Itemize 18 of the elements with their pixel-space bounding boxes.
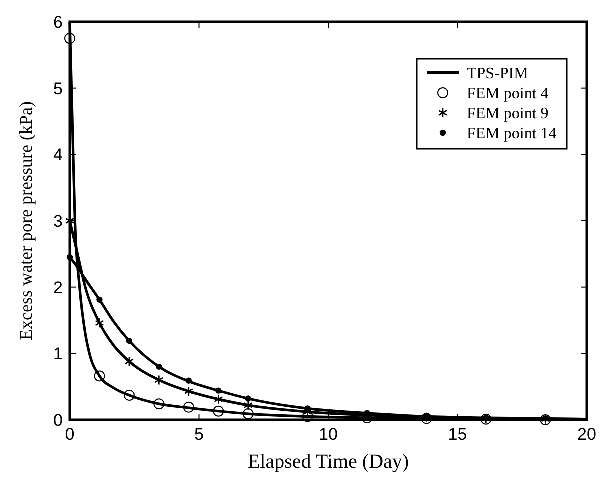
legend-label: TPS-PIM [467, 66, 528, 83]
y-tick-label: 3 [54, 212, 63, 231]
y-tick-label: 6 [54, 12, 63, 32]
x-tick-label: 15 [448, 425, 468, 444]
x-tick-label: 20 [578, 425, 596, 444]
legend-label: FEM point 9 [467, 106, 549, 123]
y-tick-label: 4 [54, 146, 63, 165]
legend-label: FEM point 14 [467, 126, 557, 143]
x-tick-label: 5 [194, 425, 204, 444]
y-tick-label: 2 [54, 278, 63, 298]
y-tick-label: 5 [54, 79, 63, 98]
y-axis-title: Excess water pore pressure (kPa) [16, 102, 36, 340]
y-tick-label: 1 [54, 344, 63, 364]
x-tick-label: 10 [319, 425, 338, 444]
x-axis-title: Elapsed Time (Day) [248, 451, 410, 473]
x-tick-label: 0 [65, 425, 75, 444]
y-tick-label: 0 [54, 410, 63, 430]
legend-label: FEM point 4 [467, 86, 549, 103]
